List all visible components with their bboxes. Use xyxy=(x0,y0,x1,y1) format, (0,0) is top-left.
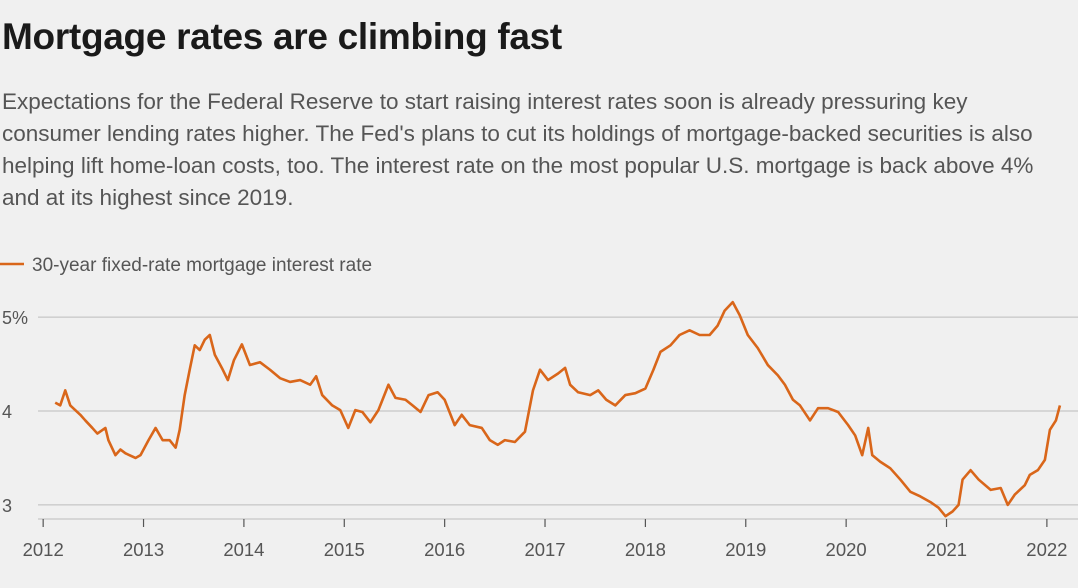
x-tick-label: 2013 xyxy=(123,539,164,560)
y-tick-label: 4 xyxy=(2,402,12,422)
x-tick-label: 2022 xyxy=(1026,539,1067,560)
legend-label: 30-year fixed-rate mortgage interest rat… xyxy=(32,255,372,276)
y-tick-label: 5% xyxy=(2,308,28,328)
x-tick-label: 2015 xyxy=(324,539,365,560)
x-tick-label: 2016 xyxy=(424,539,465,560)
x-tick-label: 2020 xyxy=(826,539,867,560)
chart-title: Mortgage rates are climbing fast xyxy=(2,16,562,57)
series-line xyxy=(54,300,1062,518)
x-tick-label: 2014 xyxy=(223,539,264,560)
y-tick-label: 3 xyxy=(2,496,12,516)
x-tick-label: 2021 xyxy=(926,539,967,560)
x-tick-label: 2012 xyxy=(23,539,64,560)
x-tick-label: 2017 xyxy=(524,539,565,560)
x-tick-label: 2018 xyxy=(625,539,666,560)
chart-subtitle: Expectations for the Federal Reserve to … xyxy=(2,89,1034,210)
x-tick-label: 2019 xyxy=(725,539,766,560)
